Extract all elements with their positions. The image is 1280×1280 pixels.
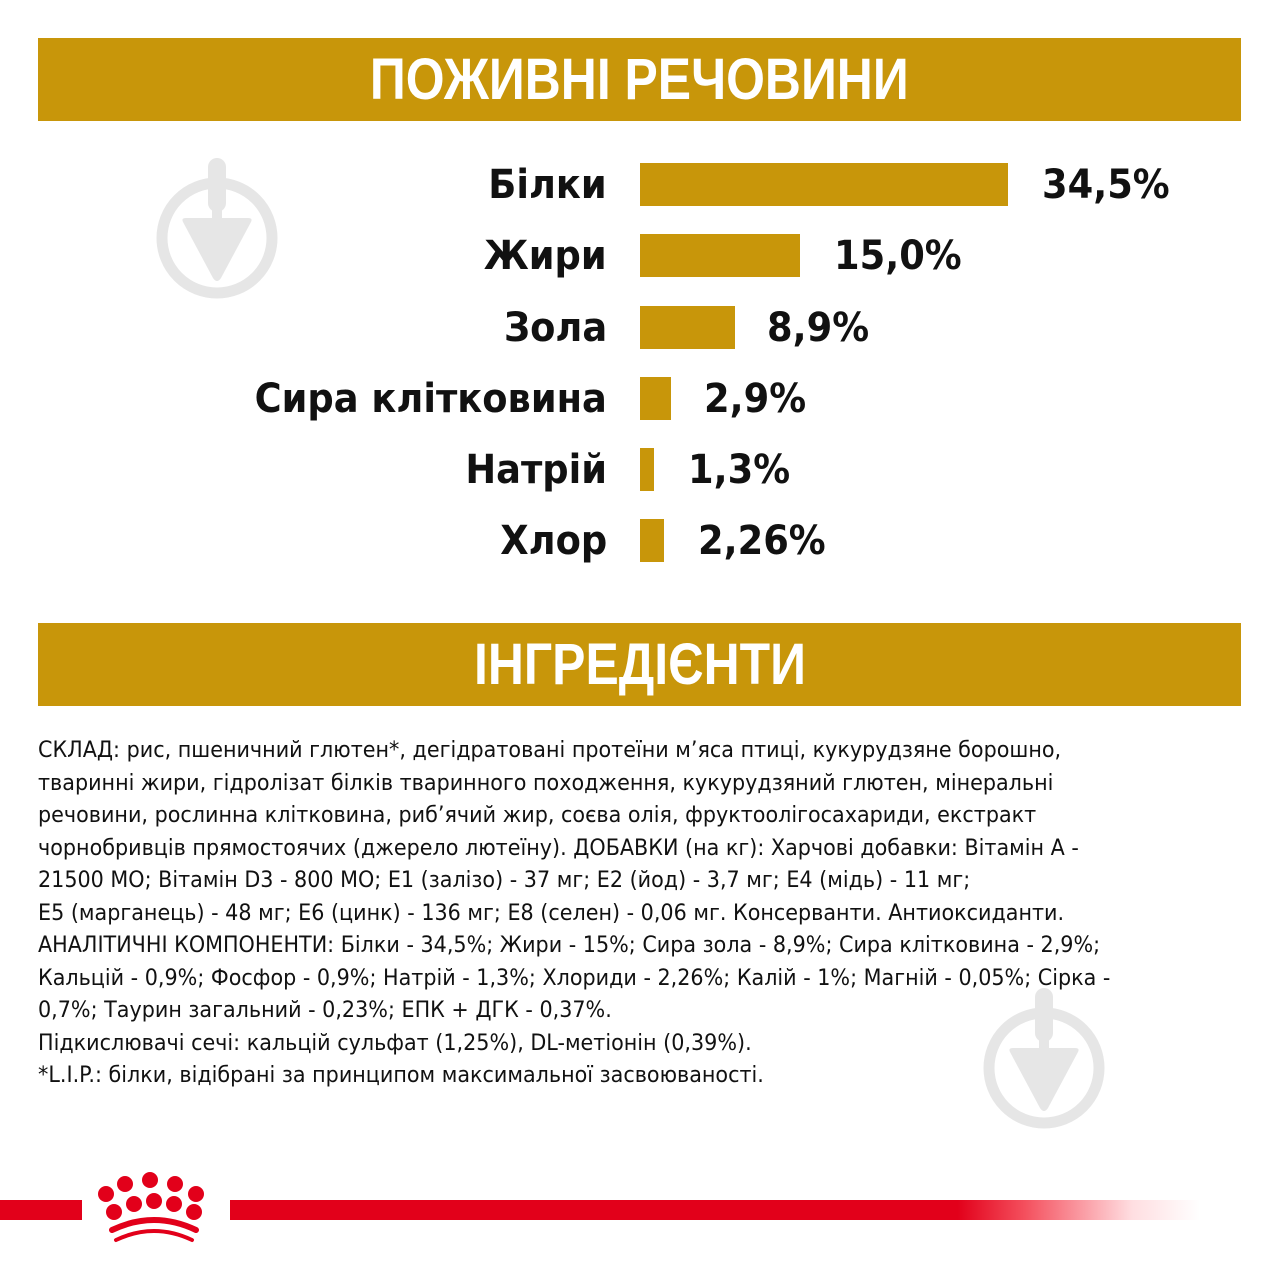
brand-line-left: [0, 1200, 82, 1220]
chart-row-fiber: Сира клітковина 2,9%: [0, 376, 1280, 422]
trowel-in-circle-icon: [156, 158, 278, 299]
chart-row-sodium: Натрій 1,3%: [0, 447, 1280, 493]
ingredients-line: E5 (марганець) - 48 мг; E6 (цинк) - 136 …: [38, 899, 1065, 926]
chart-value: 1,3%: [688, 447, 791, 493]
ingredients-header: ІНГРЕДІЄНТИ: [38, 623, 1241, 706]
brand-line-right: [230, 1200, 1200, 1220]
ingredients-line: 21500 МО; Вітамін D3 - 800 МО; E1 (заліз…: [38, 867, 971, 893]
ingredients-line: АНАЛІТИЧНІ КОМПОНЕНТИ: Білки - 34,5%; Жи…: [38, 932, 1101, 958]
chart-row-ash: Зола 8,9%: [0, 305, 1280, 351]
chart-value: 15,0%: [834, 233, 962, 279]
chart-bar: [640, 234, 800, 277]
ingredients-title: ІНГРЕДІЄНТИ: [473, 632, 806, 697]
chart-label: Зола: [503, 305, 607, 351]
chart-value: 2,26%: [698, 518, 826, 564]
chart-label: Хлор: [500, 518, 607, 564]
chart-row-protein: Білки 34,5%: [0, 162, 1280, 208]
chart-bar: [640, 448, 654, 491]
ingredients-line: СКЛАД: рис, пшеничний глютен*, дегідрато…: [38, 737, 1062, 763]
ingredients-line: *L.I.P.: білки, відібрані за принципом м…: [38, 1062, 764, 1088]
ingredients-line: чорнобривців прямостоячих (джерело лютеї…: [38, 834, 1079, 861]
chart-label: Білки: [488, 162, 607, 208]
ingredients-text: СКЛАД: рис, пшеничний глютен*, дегідрато…: [38, 734, 1160, 1092]
chart-bar: [640, 163, 1008, 206]
chart-bar: [640, 519, 664, 562]
ingredients-line: Підкислювачі сечі: кальцій сульфат (1,25…: [38, 1029, 752, 1056]
chart-value: 34,5%: [1042, 162, 1170, 208]
chart-row-chlorine: Хлор 2,26%: [0, 518, 1280, 564]
chart-value: 2,9%: [704, 376, 807, 422]
ingredients-line: Кальцій - 0,9%; Фосфор - 0,9%; Натрій - …: [38, 964, 1111, 991]
chart-bar: [640, 377, 671, 420]
nutrients-header: ПОЖИВНІ РЕЧОВИНИ: [38, 38, 1241, 121]
chart-label: Жири: [484, 233, 607, 279]
royal-canin-crown-logo: [98, 1172, 204, 1242]
nutrients-title: ПОЖИВНІ РЕЧОВИНИ: [370, 47, 909, 112]
chart-label: Натрій: [465, 447, 607, 493]
chart-bar: [640, 306, 735, 349]
ingredients-line: речовини, рослинна клітковина, риб’ячий …: [38, 802, 1037, 828]
trowel-in-circle-icon: [983, 988, 1105, 1129]
chart-value: 8,9%: [767, 305, 870, 351]
ingredients-line: 0,7%; Таурин загальний - 0,23%; ЕПК + ДГ…: [38, 997, 612, 1023]
chart-row-fat: Жири 15,0%: [0, 233, 1280, 279]
chart-label: Сира клітковина: [254, 376, 607, 422]
ingredients-line: тваринні жири, гідролізат білків тваринн…: [38, 769, 1054, 796]
